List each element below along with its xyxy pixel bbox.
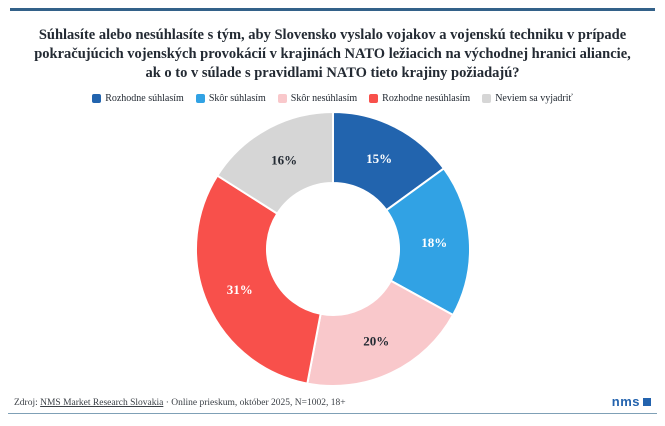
slice-label-3: 31%: [226, 282, 252, 297]
nms-logo-text: nms: [611, 394, 640, 409]
legend-item-3: Rozhodne nesúhlasím: [369, 93, 470, 104]
slice-label-1: 18%: [421, 235, 447, 250]
legend-item-1: Skôr súhlasím: [195, 93, 266, 105]
donut-slice-4: [215, 111, 334, 216]
source-details: · Online prieskum, október 2025, N=1002,…: [163, 398, 346, 408]
legend-swatch-icon-0: [92, 94, 102, 104]
legend: Rozhodne súhlasím Skôr súhlasím Skôr nesúh…: [0, 93, 665, 104]
nms-logo-square-icon: [643, 397, 651, 406]
legend-item-4: Neviem sa vyjadriť: [482, 93, 573, 104]
donut-slice-2: [305, 280, 454, 388]
slice-label-0: 15%: [366, 151, 392, 166]
legend-label-3: Rozhodne nesúhlasím: [382, 93, 471, 105]
legend-label-4: Neviem sa vyjadriť: [495, 93, 573, 105]
slice-label-2: 20%: [363, 334, 389, 349]
bottom-divider: [8, 413, 657, 414]
legend-item-0: Rozhodne súhlasím: [92, 93, 184, 104]
footer: Zdroj: NMS Market Research Slovakia · On…: [14, 395, 651, 408]
chart-title: Súhlasíte alebo nesúhlasíte s tým, aby S…: [34, 27, 631, 82]
source-prefix: Zdroj:: [14, 398, 41, 408]
donut-chart: 15% 18% 20% 31% 16%: [194, 111, 471, 388]
legend-swatch-icon-1: [195, 94, 205, 104]
legend-swatch-icon-3: [369, 94, 379, 104]
legend-item-2: Skôr nesúhlasím: [277, 93, 358, 105]
source-note: Zdroj: NMS Market Research Slovakia · On…: [14, 398, 346, 408]
top-divider: [10, 8, 655, 11]
chart-area: 15% 18% 20% 31% 16%: [0, 109, 665, 389]
legend-label-1: Skôr súhlasím: [208, 93, 266, 105]
donut-slice-3: [194, 174, 322, 385]
legend-label-0: Rozhodne súhlasím: [105, 93, 184, 105]
legend-swatch-icon-2: [277, 94, 287, 104]
source-link[interactable]: NMS Market Research Slovakia: [40, 398, 164, 408]
nms-logo: nms: [612, 395, 651, 408]
legend-label-2: Skôr nesúhlasím: [290, 93, 358, 105]
slice-label-4: 16%: [271, 153, 297, 168]
legend-swatch-icon-4: [482, 94, 492, 104]
